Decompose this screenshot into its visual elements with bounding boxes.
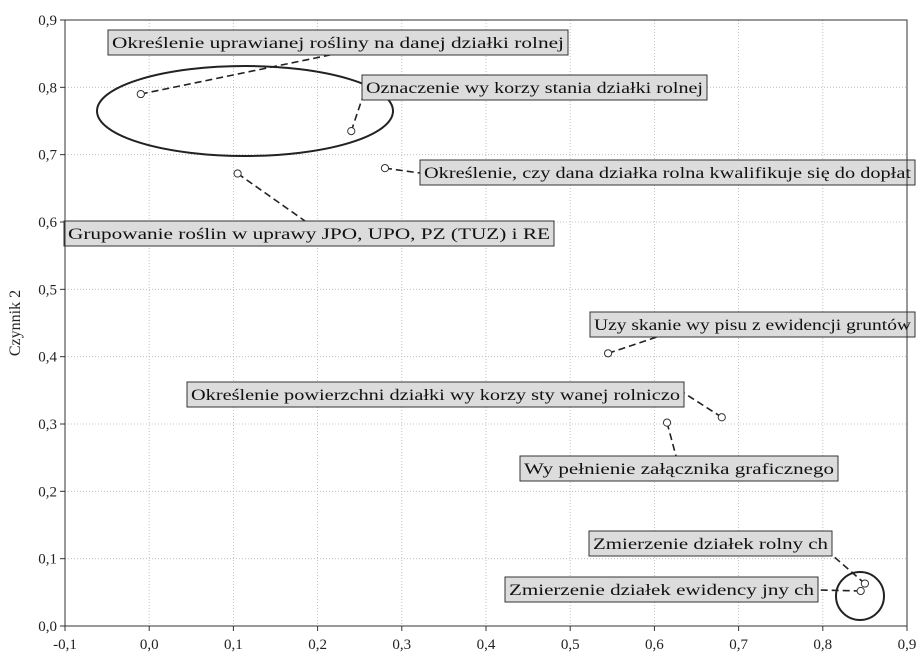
leader-line (350, 98, 363, 132)
label-box (63, 220, 555, 247)
x-tick-label: 0,1 (224, 637, 243, 653)
scatter-point (856, 586, 865, 596)
scatter-point (347, 127, 356, 136)
scatter-point (662, 418, 672, 427)
x-tick-label: 0,2 (308, 637, 327, 653)
scatter-point (136, 89, 145, 99)
y-tick-label: 0,2 (38, 484, 57, 500)
label-box (519, 455, 839, 482)
point-label: Określenie, czy dana działka rolna kwali… (419, 159, 916, 186)
label-text: Zmierzenie działek ewidency jny ch (509, 582, 814, 599)
scatter-point (717, 413, 726, 422)
x-tick-label: 0,6 (645, 637, 664, 653)
y-tick-label: 0,3 (38, 417, 57, 433)
data-points (136, 89, 870, 596)
leader-line (817, 589, 861, 592)
label-text: Uzy skanie wy pisu z ewidencji gruntów (594, 317, 912, 334)
y-tick-label: 0,4 (38, 350, 57, 366)
point-label: Zmierzenie działek ewidency jny ch (504, 576, 819, 603)
leader-line (140, 54, 331, 95)
x-tick-label: 0,8 (813, 637, 832, 653)
label-box (589, 311, 916, 338)
y-axis-title: Czynnik 2 (7, 290, 24, 356)
point-label: Zmierzenie działek rolny ch (588, 530, 833, 557)
label-text: Wy pełnienie załącznika graficznego (524, 461, 834, 478)
y-tick-label: 0,8 (38, 80, 57, 96)
cluster-ellipse (96, 65, 394, 157)
y-tick-label: 0,0 (38, 619, 57, 635)
label-box (588, 530, 833, 557)
point-label: Grupowanie roślin w uprawy JPO, UPO, PZ … (63, 220, 555, 247)
point-label: Określenie uprawianej rośliny na danej d… (107, 29, 569, 56)
label-text: Określenie, czy dana działka rolna kwali… (424, 165, 912, 182)
label-box (361, 74, 708, 101)
scatter-point (233, 169, 242, 178)
y-tick-label: 0,9 (38, 13, 57, 29)
label-text: Zmierzenie działek rolny ch (593, 536, 828, 553)
x-tick-label: 0,7 (729, 637, 748, 653)
y-tick-label: 0,6 (38, 215, 57, 231)
point-label: Wy pełnienie załącznika graficznego (519, 455, 839, 482)
x-tick-label: 0,3 (392, 637, 411, 653)
y-tick-label: 0,5 (38, 282, 57, 298)
leader-line (607, 335, 661, 355)
label-text: Określenie powierzchni działki wy korzy … (191, 387, 680, 404)
x-tick-label: 0,5 (561, 637, 580, 653)
leader-line (237, 172, 306, 222)
leader-line (683, 392, 723, 418)
point-label: Określenie powierzchni działki wy korzy … (186, 381, 685, 408)
label-box (504, 576, 819, 603)
point-label: Oznaczenie wy korzy stania działki rolne… (361, 74, 708, 101)
point-labels: Określenie uprawianej rośliny na danej d… (63, 29, 916, 603)
scatter-point (603, 349, 613, 358)
point-label: Uzy skanie wy pisu z ewidencji gruntów (589, 311, 916, 338)
label-box (107, 29, 569, 56)
leader-line (666, 422, 677, 457)
leader-line (831, 554, 866, 585)
x-tick-label: 0,0 (140, 637, 159, 653)
y-tick-label: 0,1 (38, 552, 57, 568)
cluster-circle (835, 571, 885, 621)
leader-lines (140, 54, 866, 592)
label-text: Określenie uprawianej rośliny na danej d… (112, 35, 564, 52)
label-text: Oznaczenie wy korzy stania działki rolne… (366, 80, 703, 97)
scatter-point (380, 164, 390, 173)
x-tick-label: 0,9 (898, 637, 917, 653)
axis-ticks: -0,1 0,0 0,1 0,2 0,3 0,4 0,5 0,6 0,7 0,8 0,9 0,0 0,1… (38, 13, 916, 653)
y-tick-label: 0,7 (38, 148, 57, 164)
label-box (419, 159, 916, 186)
label-text: Grupowanie roślin w uprawy JPO, UPO, PZ … (68, 226, 550, 243)
leader-line (384, 167, 421, 174)
scatter-point (860, 579, 870, 588)
label-box (186, 381, 685, 408)
x-tick-label: -0,1 (53, 637, 77, 653)
ellipse-highlights (96, 65, 885, 621)
x-tick-label: 0,4 (477, 637, 496, 653)
